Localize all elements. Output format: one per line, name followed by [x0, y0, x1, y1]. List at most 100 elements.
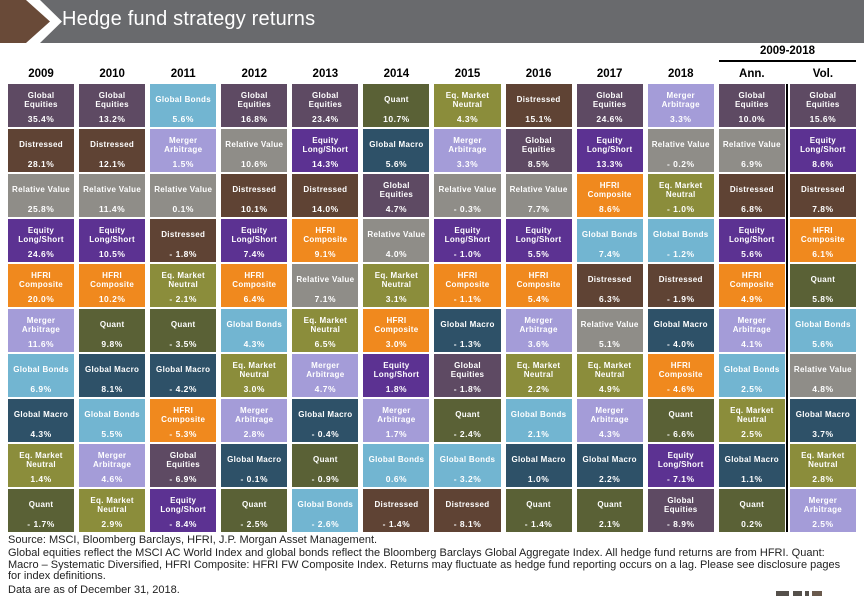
strategy-name: Global Equities [592, 90, 627, 109]
strategy-return-value: 13.3% [596, 159, 623, 169]
strategy-return-value: - 6.6% [666, 429, 695, 439]
return-tile: Distressed 28.1% [8, 129, 75, 172]
strategy-return-value: 10.1% [240, 204, 268, 214]
strategy-name: Equity Long/Short [800, 135, 846, 154]
return-tile: Relative Value 4.8% [789, 354, 856, 397]
cutoff-mark [812, 591, 822, 596]
strategy-name: Relative Value [580, 320, 639, 329]
return-tile: Global Macro 8.1% [79, 354, 146, 397]
strategy-name: Global Equities [521, 135, 556, 154]
strategy-name: Global Bonds [510, 410, 567, 419]
strategy-name: Quant [597, 500, 622, 509]
strategy-return-value: 7.7% [527, 204, 550, 214]
column-header: Ann. [739, 68, 765, 80]
strategy-name: Eq. Market Neutral [659, 180, 703, 199]
return-tile: Merger Arbitrage 1.5% [150, 129, 217, 172]
return-tile: Global Bonds 5.6% [150, 84, 217, 127]
strategy-return-value: 1.5% [172, 159, 194, 169]
return-tile: Eq. Market Neutral 1.4% [8, 444, 75, 487]
strategy-name: HFRI Composite [90, 270, 135, 289]
strategy-return-value: - 0.2% [666, 159, 695, 169]
strategy-name: Merger Arbitrage [235, 405, 274, 424]
strategy-return-value: 5.5% [101, 429, 123, 439]
return-tile: HFRI Composite 6.4% [221, 264, 288, 307]
return-tile: Distressed - 1.4% [363, 489, 430, 532]
footer-source: Source: MSCI, Bloomberg Barclays, HFRI, … [8, 534, 378, 546]
strategy-name: Eq. Market Neutral [232, 360, 276, 379]
strategy-return-value: 8.6% [812, 159, 834, 169]
return-tile: Global Equities 10.0% [718, 84, 785, 127]
strategy-name: Quant [241, 500, 267, 509]
strategy-return-value: - 8.1% [453, 519, 482, 529]
strategy-name: Quant [668, 410, 694, 419]
strategy-return-value: - 2.1% [169, 294, 197, 304]
column-header: 2013 [312, 68, 339, 80]
strategy-name: Relative Value [83, 185, 142, 194]
strategy-return-value: 4.9% [598, 384, 621, 394]
strategy-return-value: - 4.6% [666, 384, 695, 394]
year-column-vol: Vol. Global Equities 15.6% Equity Long/Shor… [789, 66, 856, 534]
strategy-return-value: 2.2% [598, 474, 621, 484]
strategy-return-value: 2.5% [812, 519, 834, 529]
strategy-return-value: - 4.2% [169, 384, 197, 394]
strategy-return-value: 5.5% [527, 249, 550, 259]
return-tile: HFRI Composite 20.0% [8, 264, 75, 307]
strategy-return-value: 4.3% [243, 339, 265, 349]
cutoff-mark [793, 591, 802, 596]
strategy-name: Relative Value [509, 185, 568, 194]
return-tile: Global Equities 16.8% [221, 84, 288, 127]
strategy-return-value: 28.1% [27, 159, 55, 169]
strategy-return-value: - 8.4% [169, 519, 197, 529]
return-tile: Global Macro 2.2% [576, 444, 643, 487]
return-tile: Quant - 2.4% [434, 399, 501, 442]
strategy-return-value: 15.1% [525, 114, 552, 124]
strategy-name: Merger Arbitrage [590, 405, 629, 424]
return-tile: Distressed 10.1% [221, 174, 288, 217]
return-tile: Eq. Market Neutral 4.3% [434, 84, 501, 127]
strategy-name: Relative Value [651, 140, 710, 149]
return-tile: Eq. Market Neutral - 1.0% [647, 174, 714, 217]
return-tile: Merger Arbitrage 4.3% [576, 399, 643, 442]
return-tile: Equity Long/Short 5.5% [505, 219, 572, 262]
strategy-return-value: 0.1% [172, 204, 194, 214]
return-tile: Equity Long/Short - 1.0% [434, 219, 501, 262]
strategy-return-value: 3.1% [385, 294, 408, 304]
year-column-2009: 2009 Global Equities 35.4% Distressed 28.1% R… [8, 66, 75, 534]
return-tile: Global Equities - 6.9% [150, 444, 217, 487]
strategy-name: Relative Value [296, 275, 355, 284]
column-header: 2017 [596, 68, 623, 80]
strategy-return-value: 3.0% [385, 339, 408, 349]
column-header: 2011 [170, 68, 196, 80]
strategy-return-value: 2.5% [741, 429, 763, 439]
strategy-return-value: 23.4% [312, 114, 339, 124]
strategy-name: Quant [384, 95, 409, 104]
return-tile: Quant - 2.5% [221, 489, 288, 532]
strategy-return-value: 13.2% [98, 114, 126, 124]
column-header: 2014 [383, 68, 410, 80]
return-tile: Relative Value 7.1% [292, 264, 359, 307]
strategy-return-value: 12.1% [98, 159, 126, 169]
return-tile: Relative Value 0.1% [150, 174, 217, 217]
return-tile: Global Macro 1.0% [505, 444, 572, 487]
strategy-name: Merger Arbitrage [377, 405, 416, 424]
return-tile: Global Bonds 0.6% [363, 444, 430, 487]
strategy-name: Global Macro [440, 320, 495, 329]
return-tile: Eq. Market Neutral 2.5% [718, 399, 785, 442]
title-bar [40, 0, 864, 43]
return-tile: Quant 9.8% [79, 309, 146, 352]
return-tile: Eq. Market Neutral - 2.1% [150, 264, 217, 307]
strategy-name: Eq. Market Neutral [516, 360, 561, 379]
return-tile: Merger Arbitrage 11.6% [8, 309, 75, 352]
strategy-name: Quant [99, 320, 125, 329]
strategy-return-value: 4.6% [101, 474, 123, 484]
strategy-name: Global Macro [369, 140, 424, 149]
return-tile: Equity Long/Short - 8.4% [150, 489, 217, 532]
strategy-name: Global Bonds [795, 320, 851, 329]
strategy-name: Global Equities [663, 495, 698, 514]
return-tile: Equity Long/Short 1.8% [363, 354, 430, 397]
return-tile: Eq. Market Neutral 6.5% [292, 309, 359, 352]
strategy-name: Eq. Market Neutral [161, 270, 205, 289]
year-column-2013: 2013 Global Equities 23.4% Equity Long/Shor… [292, 66, 359, 534]
strategy-name: Equity Long/Short [728, 225, 775, 244]
return-tile: Merger Arbitrage 2.8% [221, 399, 288, 442]
